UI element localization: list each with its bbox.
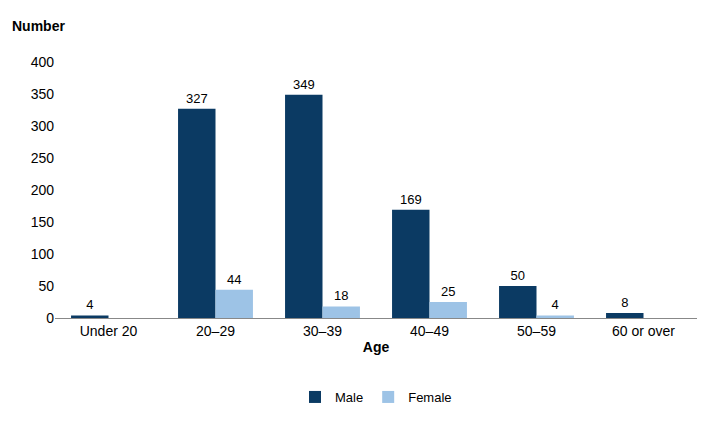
svg-text:44: 44	[227, 272, 241, 287]
svg-text:50: 50	[511, 268, 525, 283]
svg-text:349: 349	[293, 77, 315, 92]
svg-text:350: 350	[31, 86, 55, 102]
svg-text:Female: Female	[408, 390, 451, 405]
svg-text:50: 50	[38, 278, 54, 294]
svg-text:200: 200	[31, 182, 55, 198]
svg-text:4: 4	[86, 297, 93, 312]
svg-text:150: 150	[31, 214, 55, 230]
svg-text:Male: Male	[335, 390, 363, 405]
svg-text:20–29: 20–29	[196, 323, 235, 339]
svg-text:4: 4	[552, 297, 559, 312]
svg-text:169: 169	[400, 192, 422, 207]
svg-text:327: 327	[186, 91, 208, 106]
svg-text:400: 400	[31, 54, 55, 70]
svg-text:8: 8	[621, 295, 628, 310]
svg-text:60 or over: 60 or over	[612, 323, 675, 339]
svg-text:25: 25	[441, 284, 455, 299]
svg-text:0: 0	[46, 310, 54, 326]
svg-text:30–39: 30–39	[303, 323, 342, 339]
svg-text:Under 20: Under 20	[80, 323, 138, 339]
svg-text:300: 300	[31, 118, 55, 134]
svg-text:100: 100	[31, 246, 55, 262]
svg-text:50–59: 50–59	[517, 323, 556, 339]
svg-text:250: 250	[31, 150, 55, 166]
svg-text:Number: Number	[12, 18, 65, 34]
svg-text:Age: Age	[363, 339, 390, 355]
svg-text:18: 18	[334, 288, 348, 303]
svg-text:40–49: 40–49	[410, 323, 449, 339]
